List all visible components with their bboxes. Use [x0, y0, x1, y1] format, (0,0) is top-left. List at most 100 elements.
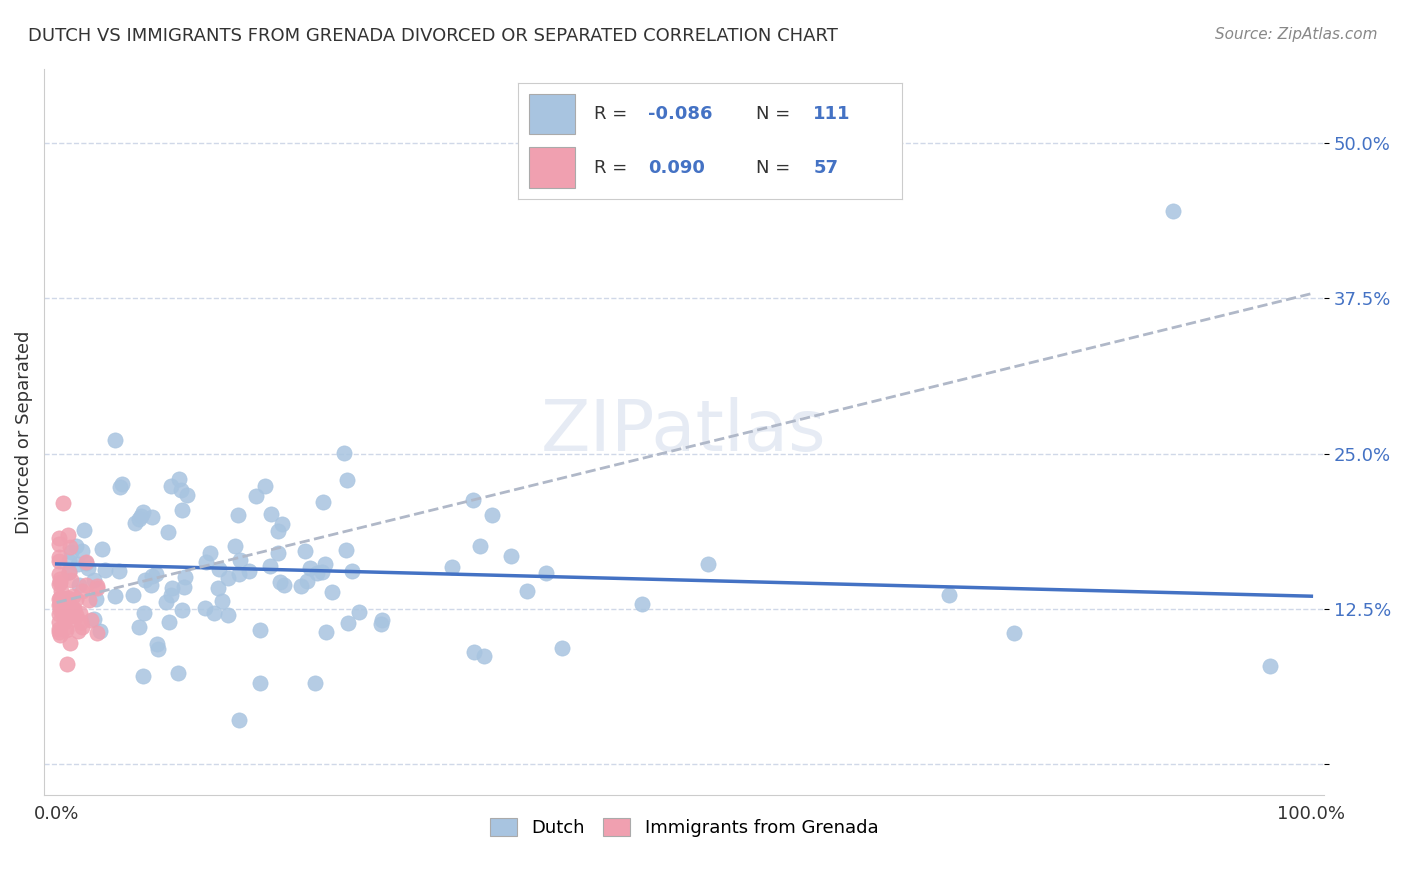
- Point: [134, 574, 156, 588]
- Point: [461, 493, 484, 508]
- Point: [228, 566, 250, 581]
- Point: [174, 570, 197, 584]
- Point: [157, 615, 180, 630]
- Point: [202, 606, 225, 620]
- Point: [79, 593, 101, 607]
- Point: [314, 557, 336, 571]
- Point: [249, 675, 271, 690]
- Point: [132, 505, 155, 519]
- Point: [49, 583, 72, 598]
- Point: [321, 585, 343, 599]
- Point: [307, 566, 329, 580]
- Point: [217, 571, 239, 585]
- Point: [58, 540, 80, 554]
- Point: [84, 591, 107, 606]
- Point: [83, 612, 105, 626]
- Point: [60, 605, 83, 619]
- Point: [311, 565, 333, 579]
- Point: [53, 621, 76, 635]
- Point: [170, 603, 193, 617]
- Point: [211, 594, 233, 608]
- Point: [501, 549, 523, 564]
- Point: [129, 509, 152, 524]
- Point: [48, 577, 70, 591]
- Point: [208, 562, 231, 576]
- Point: [56, 591, 79, 605]
- Point: [134, 606, 156, 620]
- Point: [254, 478, 277, 492]
- Point: [194, 555, 217, 569]
- Point: [49, 603, 72, 617]
- Point: [48, 536, 70, 550]
- Point: [65, 607, 87, 622]
- Point: [48, 597, 70, 611]
- Point: [86, 579, 108, 593]
- Point: [155, 595, 177, 609]
- Point: [176, 488, 198, 502]
- Point: [67, 624, 90, 639]
- Point: [146, 641, 169, 656]
- Point: [58, 554, 80, 568]
- Point: [938, 588, 960, 602]
- Point: [94, 563, 117, 577]
- Point: [52, 607, 75, 621]
- Point: [534, 566, 557, 580]
- Point: [336, 473, 359, 487]
- Point: [51, 591, 73, 605]
- Point: [260, 507, 283, 521]
- Point: [315, 624, 337, 639]
- Point: [89, 624, 111, 639]
- Point: [141, 569, 163, 583]
- Point: [371, 613, 394, 627]
- Point: [55, 657, 77, 672]
- Point: [59, 545, 82, 559]
- Point: [167, 472, 190, 486]
- Point: [58, 566, 80, 580]
- Point: [336, 616, 359, 631]
- Point: [311, 495, 333, 509]
- Point: [67, 578, 90, 592]
- Point: [63, 612, 86, 626]
- Point: [141, 510, 163, 524]
- Point: [273, 578, 295, 592]
- Legend: Dutch, Immigrants from Grenada: Dutch, Immigrants from Grenada: [482, 811, 886, 845]
- Point: [332, 446, 354, 460]
- Point: [166, 665, 188, 680]
- Point: [65, 540, 87, 554]
- Point: [48, 607, 70, 622]
- Point: [128, 620, 150, 634]
- Point: [128, 512, 150, 526]
- Point: [516, 584, 538, 599]
- Point: [173, 580, 195, 594]
- Point: [335, 543, 357, 558]
- Point: [294, 544, 316, 558]
- Point: [48, 591, 70, 606]
- Point: [52, 604, 75, 618]
- Point: [229, 553, 252, 567]
- Point: [55, 623, 77, 637]
- Point: [266, 546, 288, 560]
- Point: [145, 566, 167, 581]
- Text: ZIPatlas: ZIPatlas: [541, 398, 827, 467]
- Point: [156, 525, 179, 540]
- Point: [70, 620, 93, 634]
- Point: [124, 516, 146, 530]
- Point: [245, 489, 267, 503]
- Point: [1163, 204, 1185, 219]
- Point: [48, 628, 70, 642]
- Point: [72, 583, 94, 598]
- Point: [60, 600, 83, 615]
- Point: [160, 589, 183, 603]
- Point: [141, 578, 163, 592]
- Point: [290, 579, 312, 593]
- Point: [121, 588, 143, 602]
- Point: [267, 524, 290, 538]
- Point: [48, 615, 70, 629]
- Point: [269, 575, 291, 590]
- Point: [104, 589, 127, 603]
- Point: [631, 597, 654, 611]
- Point: [63, 602, 86, 616]
- Point: [86, 581, 108, 595]
- Point: [52, 496, 75, 510]
- Point: [481, 508, 503, 522]
